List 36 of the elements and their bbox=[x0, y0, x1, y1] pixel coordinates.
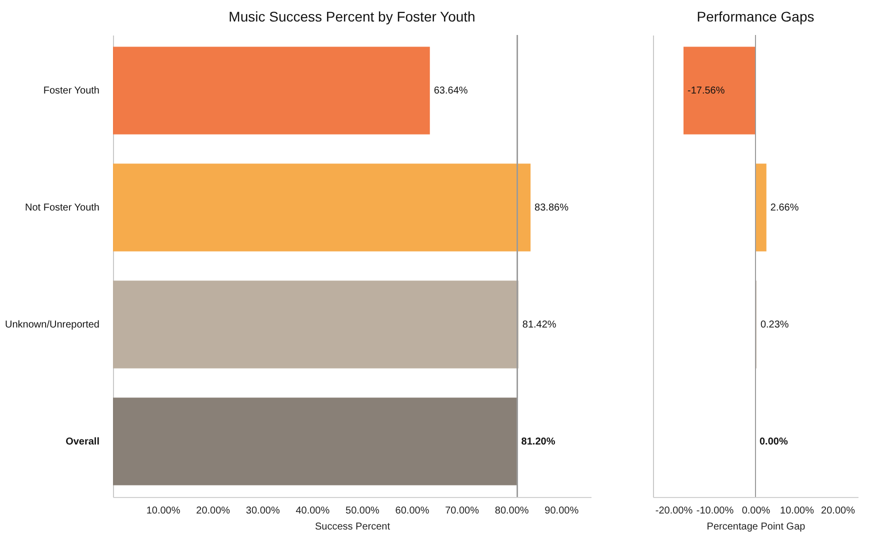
data-label: 0.00% bbox=[760, 436, 788, 448]
x-tick-label: 20.00% bbox=[196, 506, 230, 516]
data-label: 81.20% bbox=[521, 436, 556, 448]
x-axis-title: Percentage Point Gap bbox=[706, 522, 806, 532]
y-tick-label: Unknown/Unreported bbox=[5, 319, 100, 330]
bar bbox=[113, 164, 531, 252]
bar bbox=[113, 280, 518, 368]
x-tick-label: 20.00% bbox=[821, 506, 856, 516]
data-label: 63.64% bbox=[434, 86, 468, 97]
data-label: -17.56% bbox=[688, 86, 725, 97]
x-tick-label: 80.00% bbox=[494, 506, 529, 516]
data-label: 2.66% bbox=[770, 202, 799, 214]
x-tick-label: 0.00% bbox=[742, 506, 770, 516]
data-label: 81.42% bbox=[522, 319, 556, 330]
data-label: 83.86% bbox=[534, 202, 569, 214]
x-tick-label: 40.00% bbox=[296, 506, 330, 516]
x-axis-title: Success Percent bbox=[314, 522, 390, 532]
x-tick-label: 10.00% bbox=[780, 506, 814, 516]
chart-title: Performance Gaps bbox=[696, 8, 814, 24]
bar bbox=[113, 398, 518, 486]
x-tick-label: 10.00% bbox=[146, 506, 180, 516]
chart-title: Music Success Percent by Foster Youth bbox=[228, 8, 476, 24]
x-tick-label: -10.00% bbox=[696, 506, 734, 516]
y-tick-label: Foster Youth bbox=[43, 86, 100, 97]
y-tick-label: Not Foster Youth bbox=[25, 202, 100, 214]
x-tick-label: -20.00% bbox=[655, 506, 693, 516]
x-tick-label: 90.00% bbox=[544, 506, 579, 516]
x-tick-label: 50.00% bbox=[345, 506, 380, 516]
x-tick-label: 60.00% bbox=[395, 506, 430, 516]
bar bbox=[684, 46, 756, 134]
bar bbox=[756, 164, 766, 252]
x-tick-label: 30.00% bbox=[246, 506, 280, 516]
data-label: 0.23% bbox=[760, 319, 789, 330]
bar bbox=[113, 46, 430, 134]
x-tick-label: 70.00% bbox=[445, 506, 480, 516]
y-tick-label: Overall bbox=[66, 436, 100, 448]
